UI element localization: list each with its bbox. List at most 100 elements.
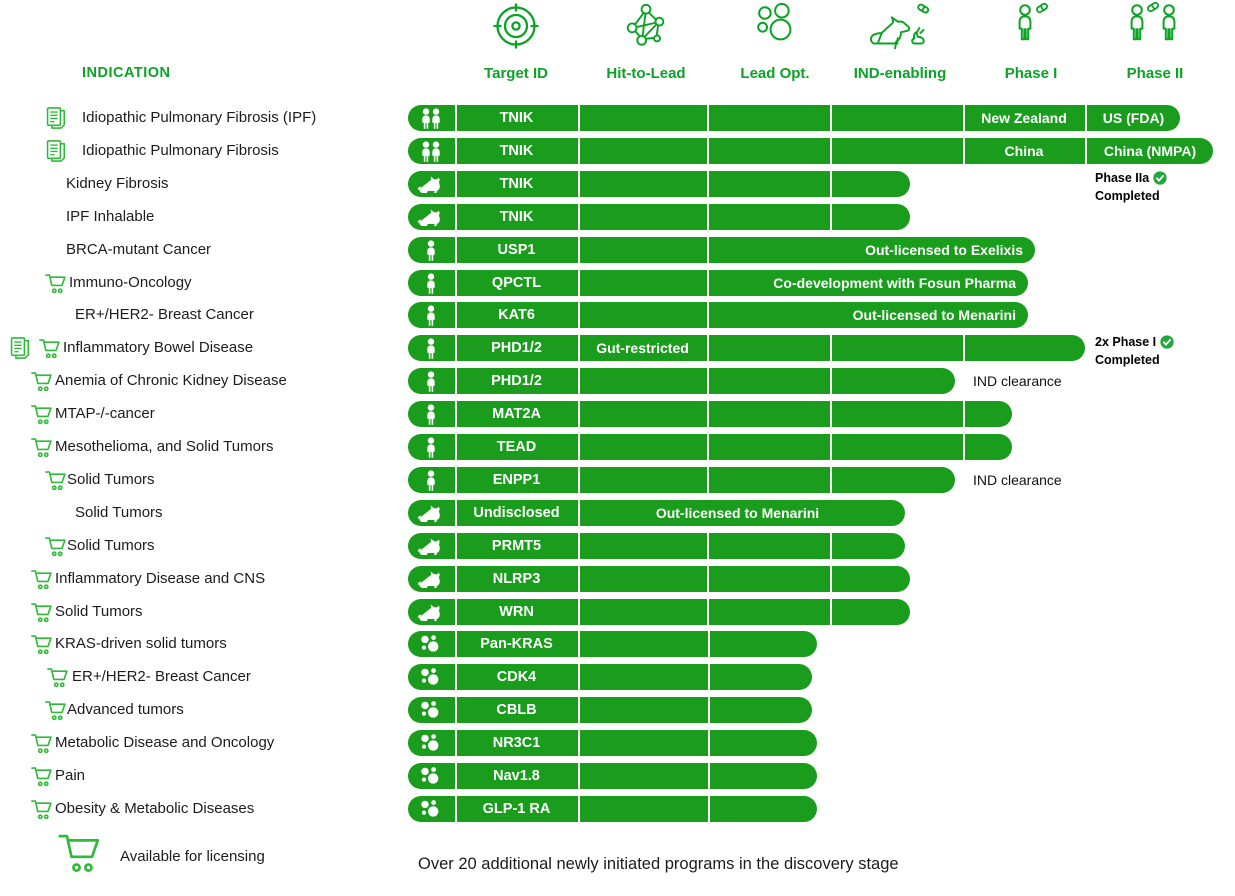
pipeline-bar: NLRP3 (408, 566, 910, 592)
cell-divider (830, 599, 832, 625)
indication-label: Solid Tumors (67, 537, 155, 554)
bar-cell-label: China (NMPA) (1103, 143, 1197, 159)
cell-divider (455, 237, 457, 263)
status-note: IND clearance (973, 373, 1062, 389)
cell-divider (578, 500, 580, 526)
animals-icon (869, 2, 931, 57)
cell-divider (830, 566, 832, 592)
cell-divider (578, 171, 580, 197)
indication-label: Anemia of Chronic Kidney Disease (55, 372, 287, 389)
cell-divider (707, 204, 709, 230)
molecule-icon (415, 633, 447, 660)
target-label: KAT6 (498, 307, 535, 323)
cell-divider (455, 664, 457, 690)
pipeline-bar: TNIK China China (NMPA) (408, 138, 1213, 164)
cell-divider (455, 500, 457, 526)
indication-label: MTAP-/-cancer (55, 405, 155, 422)
footer-note: Over 20 additional newly initiated progr… (418, 855, 899, 873)
indication-label: BRCA-mutant Cancer (66, 241, 212, 258)
target-label: Pan-KRAS (480, 636, 553, 652)
cell-divider (578, 763, 580, 789)
stage-label-3: Lead Opt. (740, 65, 810, 82)
cell-divider (708, 697, 710, 723)
cell-divider (707, 368, 709, 394)
pipeline-bar: ENPP1 (408, 467, 955, 493)
pipeline-bar: QPCTL Co-development with Fosun Pharma (408, 270, 1028, 296)
molecule-icon (415, 732, 447, 759)
bar-cell-label: Out-licensed to Exelixis (865, 242, 1023, 258)
pipeline-bar: MAT2A (408, 401, 1012, 427)
target-label: GLP-1 RA (482, 801, 551, 817)
indication-label: Idiopathic Pulmonary Fibrosis (82, 142, 279, 159)
person-icon (415, 337, 447, 364)
cell-divider (578, 270, 580, 296)
cart-icon (30, 568, 53, 596)
person-pill-icon (1010, 2, 1052, 55)
cell-divider (707, 566, 709, 592)
bar-cell-label: Out-licensed to Menarini (852, 307, 1016, 323)
cell-divider (455, 796, 457, 822)
cell-divider (830, 335, 832, 361)
cell-divider (578, 434, 580, 460)
indication-label: ER+/HER2- Breast Cancer (72, 668, 251, 685)
cell-divider (707, 270, 709, 296)
person-icon (415, 436, 447, 463)
status-note-line2: Completed (1095, 353, 1160, 367)
cell-divider (578, 467, 580, 493)
target-label: Undisclosed (473, 505, 560, 521)
cell-divider (963, 434, 965, 460)
cell-divider (708, 730, 710, 756)
target-label: PHD1/2 (491, 373, 542, 389)
cell-divider (578, 697, 580, 723)
indication-label: Solid Tumors (55, 603, 143, 620)
cart-icon (30, 370, 53, 398)
pipeline-bar: Pan-KRAS (408, 631, 817, 657)
stage-label-4: IND-enabling (853, 65, 947, 82)
cell-divider (578, 368, 580, 394)
cell-divider (578, 105, 580, 131)
cell-divider (963, 401, 965, 427)
indication-label: Inflammatory Disease and CNS (55, 570, 266, 587)
target-label: WRN (499, 604, 534, 620)
dog-icon (415, 502, 447, 529)
document-icon (45, 106, 67, 135)
cart-icon (30, 633, 53, 661)
person-icon (415, 370, 447, 397)
pipeline-bar: WRN (408, 599, 910, 625)
cell-divider (707, 533, 709, 559)
cell-divider (830, 467, 832, 493)
target-icon (492, 2, 540, 55)
cell-divider (707, 171, 709, 197)
pipeline-bar: CBLB (408, 697, 812, 723)
cell-divider (830, 204, 832, 230)
status-note-line1: 2x Phase I (1095, 335, 1157, 349)
target-label: TNIK (499, 176, 534, 192)
cart-icon (30, 765, 53, 793)
dog-icon (415, 173, 447, 200)
cell-divider (578, 664, 580, 690)
cell-divider (455, 730, 457, 756)
cell-divider (707, 335, 709, 361)
pipeline-bar: TEAD (408, 434, 1012, 460)
cell-divider (455, 171, 457, 197)
cell-divider (455, 434, 457, 460)
people-pill-icon (1126, 1, 1184, 55)
cell-divider (707, 138, 709, 164)
molecule-icon (415, 765, 447, 792)
target-label: MAT2A (492, 406, 541, 422)
pipeline-bar: GLP-1 RA (408, 796, 817, 822)
document-icon (45, 139, 67, 168)
pipeline-bar: CDK4 (408, 664, 812, 690)
person-icon (415, 469, 447, 496)
cell-divider (578, 204, 580, 230)
cell-divider (455, 270, 457, 296)
pipeline-bar: TNIK (408, 171, 910, 197)
person-icon (415, 239, 447, 266)
cart-icon (30, 798, 53, 826)
pipeline-bar: PHD1/2 Gut-restricted (408, 335, 1085, 361)
cell-divider (578, 730, 580, 756)
indication-label: Idiopathic Pulmonary Fibrosis (IPF) (82, 109, 317, 126)
target-label: CBLB (496, 702, 537, 718)
bar-cell-label: Gut-restricted (596, 340, 689, 356)
molecule-icon (415, 666, 447, 693)
